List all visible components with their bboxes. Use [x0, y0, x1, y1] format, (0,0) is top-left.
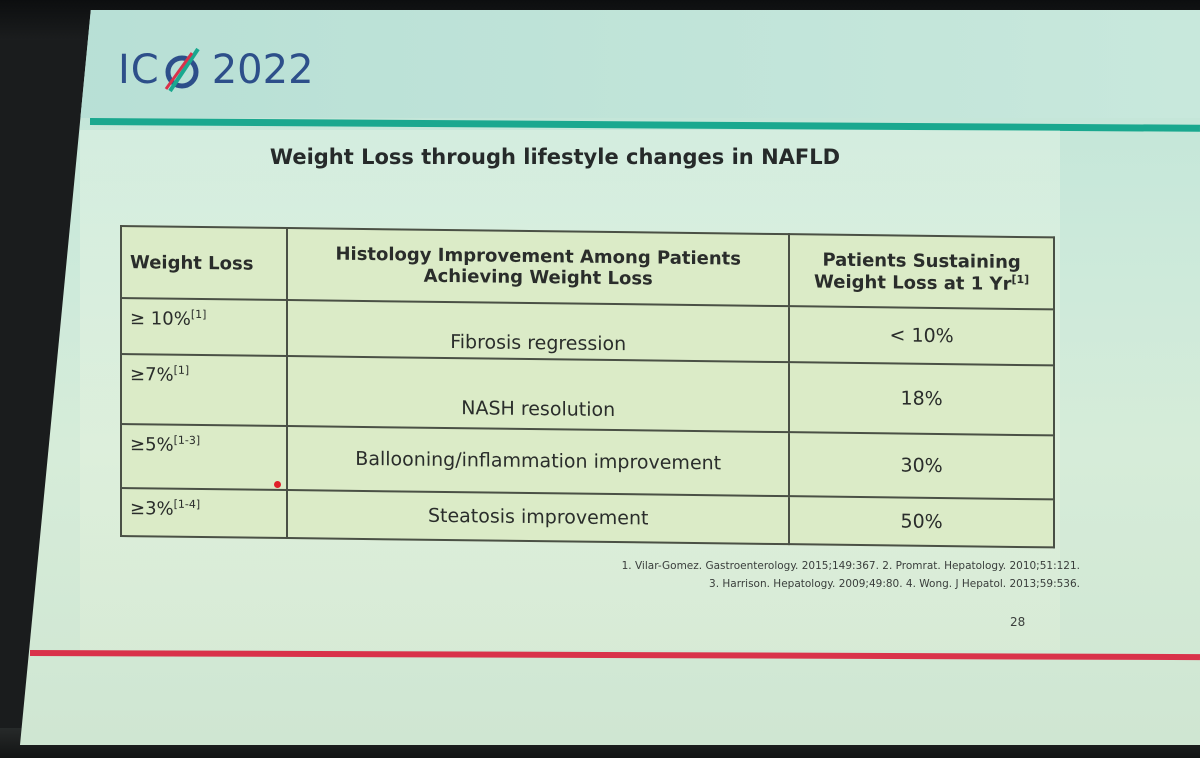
header-histology-line1: Histology Improvement Among Patients [335, 243, 741, 270]
logo-year: 2022 [211, 47, 314, 93]
header-sustaining-ref: [1] [1011, 272, 1030, 286]
page-number: 28 [1010, 615, 1026, 629]
header-sustaining-line1: Patients Sustaining [822, 249, 1021, 273]
laser-pointer-dot [274, 481, 281, 488]
weight-loss-value: ≥ 10% [130, 308, 191, 330]
header-histology-line2: Achieving Weight Loss [423, 265, 653, 290]
weight-loss-cell: ≥ 10%[1] [121, 298, 288, 357]
histology-cell: NASH resolution [287, 356, 790, 433]
logo-letters: IC [118, 47, 160, 93]
table-row: ≥3%[1-4] Steatosis improvement 50% [121, 488, 1054, 548]
citation-ref: [1] [190, 307, 207, 322]
header-weight-loss: Weight Loss [121, 226, 288, 301]
weight-loss-value: ≥5% [130, 434, 174, 456]
citation-ref: [1] [173, 363, 190, 377]
slide-title: Weight Loss through lifestyle changes in… [269, 145, 841, 169]
sustaining-cell: 30% [789, 432, 1054, 500]
header-histology: Histology Improvement Among Patients Ach… [287, 228, 790, 307]
weight-loss-value: ≥3% [130, 498, 174, 520]
citation-ref: [1-3] [173, 433, 201, 447]
citation-ref: [1-4] [173, 497, 201, 511]
table-row: ≥5%[1-3] Ballooning/inflammation improve… [121, 424, 1054, 500]
logo-swoosh-icon [164, 47, 200, 93]
table-header-row: Weight Loss Histology Improvement Among … [121, 226, 1054, 310]
header-sustaining: Patients Sustaining Weight Loss at 1 Yr[… [789, 234, 1054, 310]
weight-loss-value: ≥7% [130, 364, 174, 386]
table-row: ≥7%[1] NASH resolution 18% [121, 354, 1054, 436]
weight-loss-table: Weight Loss Histology Improvement Among … [120, 225, 1055, 549]
histology-cell: Fibrosis regression [287, 300, 790, 363]
references: 1. Vilar-Gomez. Gastroenterology. 2015;1… [560, 557, 1080, 593]
sustaining-cell: 18% [789, 362, 1054, 436]
weight-loss-cell: ≥3%[1-4] [121, 488, 288, 539]
reference-line: 1. Vilar-Gomez. Gastroenterology. 2015;1… [621, 560, 1080, 572]
histology-cell: Ballooning/inflammation improvement [287, 426, 790, 497]
weight-loss-cell: ≥7%[1] [121, 354, 288, 427]
histology-cell: Steatosis improvement [287, 490, 790, 545]
reference-line: 3. Harrison. Hepatology. 2009;49:80. 4. … [709, 578, 1080, 590]
footer-divider [29, 650, 1200, 661]
header-sustaining-line2: Weight Loss at 1 Yr [814, 270, 1012, 295]
conference-logo: IC 2022 [118, 45, 314, 95]
weight-loss-cell: ≥5%[1-3] [121, 424, 288, 491]
sustaining-cell: < 10% [789, 306, 1054, 366]
slide-header [20, 10, 1200, 118]
sustaining-cell: 50% [789, 496, 1054, 548]
